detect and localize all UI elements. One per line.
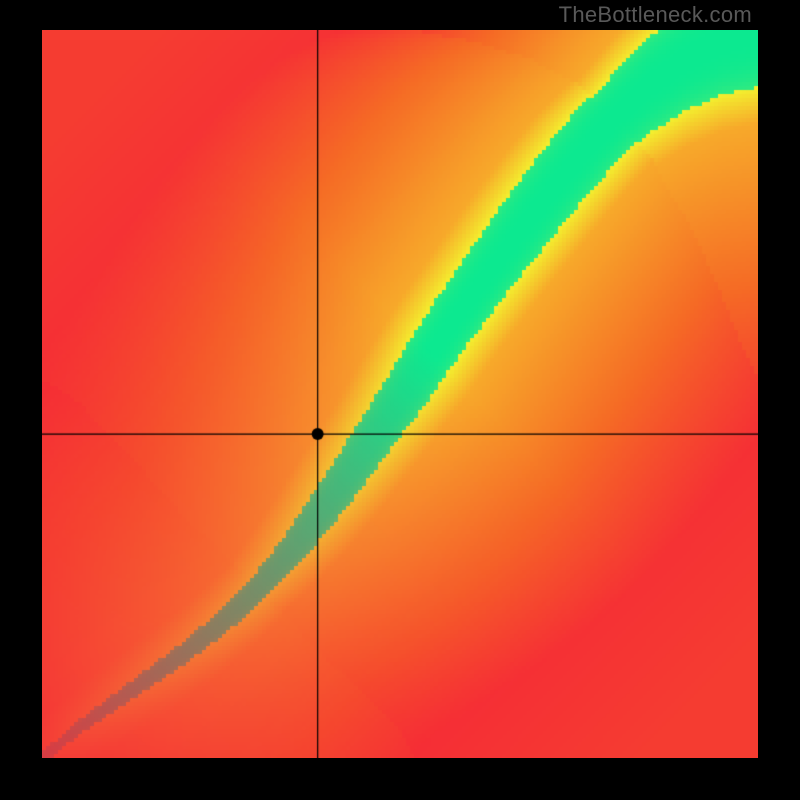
heatmap-canvas — [42, 30, 758, 758]
chart-container: TheBottleneck.com — [0, 0, 800, 800]
heatmap-plot — [42, 30, 758, 758]
attribution-label: TheBottleneck.com — [559, 2, 752, 28]
